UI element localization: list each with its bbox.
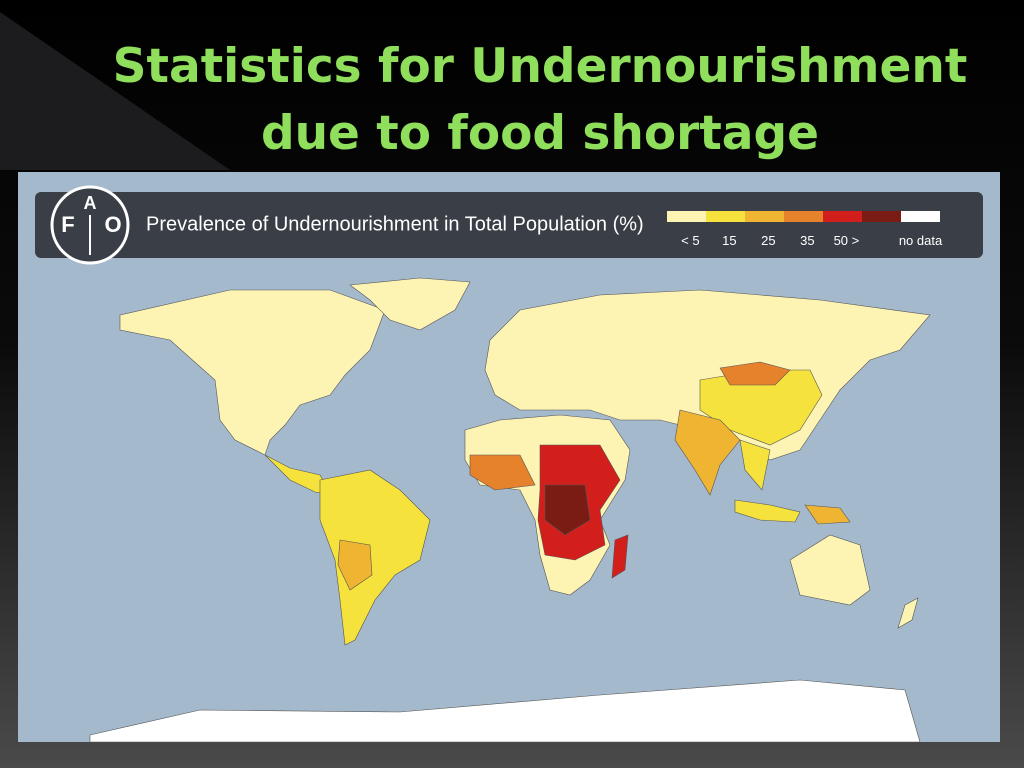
logo-letter: A <box>84 193 97 213</box>
greenland <box>349 277 471 331</box>
land <box>89 277 931 743</box>
legend-label: 35 <box>800 233 814 248</box>
legend-label: 50 > <box>834 233 860 248</box>
legend-label: 15 <box>722 233 736 248</box>
legend: < 5 15 25 35 50 > no data <box>667 211 943 248</box>
legend-label: < 5 <box>681 233 699 248</box>
west-africa <box>469 454 536 491</box>
india <box>674 409 741 496</box>
legend-label: 25 <box>761 233 775 248</box>
north-america <box>119 289 386 456</box>
mongolia <box>719 361 791 386</box>
map-title: Prevalence of Undernourishment in Total … <box>146 213 644 235</box>
indonesia <box>734 499 801 523</box>
eurasia <box>484 289 931 461</box>
legend-swatch <box>784 211 823 222</box>
map-header <box>35 192 983 258</box>
slide-title: due to food shortage <box>261 106 819 161</box>
legend-swatch <box>667 211 706 222</box>
decor-triangle <box>0 12 230 170</box>
legend-swatch <box>862 211 901 222</box>
legend-swatch <box>901 211 940 222</box>
bolivia <box>337 539 373 591</box>
slide-title: Statistics for Undernourishment <box>113 39 968 94</box>
legend-swatch <box>745 211 784 222</box>
map: F A O Prevalence of Undernourishment in … <box>18 172 1000 743</box>
antarctica <box>89 679 921 743</box>
indonesia-east <box>804 504 851 525</box>
legend-swatch <box>706 211 745 222</box>
logo-letter: F <box>61 212 74 237</box>
south-america <box>319 469 431 646</box>
new-zealand <box>897 597 919 629</box>
australia <box>789 534 871 606</box>
legend-swatch <box>823 211 862 222</box>
congo <box>544 484 591 536</box>
southeast-asia <box>739 439 771 491</box>
legend-label: no data <box>899 233 943 248</box>
logo-letter: O <box>104 212 121 237</box>
madagascar <box>611 534 629 579</box>
